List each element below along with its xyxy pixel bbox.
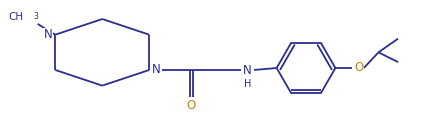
Text: N: N: [43, 28, 52, 41]
Text: H: H: [243, 79, 251, 89]
Text: O: O: [187, 99, 196, 112]
Text: N: N: [243, 64, 252, 77]
Text: O: O: [354, 61, 363, 74]
Text: CH: CH: [9, 12, 24, 22]
Text: N: N: [152, 64, 161, 76]
Text: 3: 3: [34, 12, 38, 21]
